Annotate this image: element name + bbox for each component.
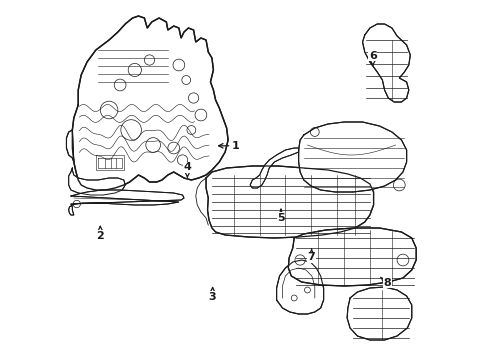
- Text: 7: 7: [308, 249, 316, 262]
- Polygon shape: [67, 130, 74, 162]
- Polygon shape: [276, 260, 323, 314]
- Text: 2: 2: [97, 226, 104, 241]
- Polygon shape: [288, 228, 416, 286]
- Text: 3: 3: [209, 288, 217, 302]
- Text: 8: 8: [381, 277, 391, 288]
- Text: 4: 4: [183, 162, 191, 177]
- Polygon shape: [69, 190, 184, 215]
- Polygon shape: [206, 166, 373, 238]
- Polygon shape: [73, 16, 228, 190]
- Polygon shape: [250, 148, 298, 188]
- Polygon shape: [363, 24, 410, 102]
- Polygon shape: [69, 168, 125, 195]
- Polygon shape: [347, 287, 412, 340]
- Text: 1: 1: [219, 141, 240, 151]
- Text: 5: 5: [277, 210, 285, 223]
- Text: 6: 6: [369, 51, 377, 65]
- Polygon shape: [298, 122, 407, 192]
